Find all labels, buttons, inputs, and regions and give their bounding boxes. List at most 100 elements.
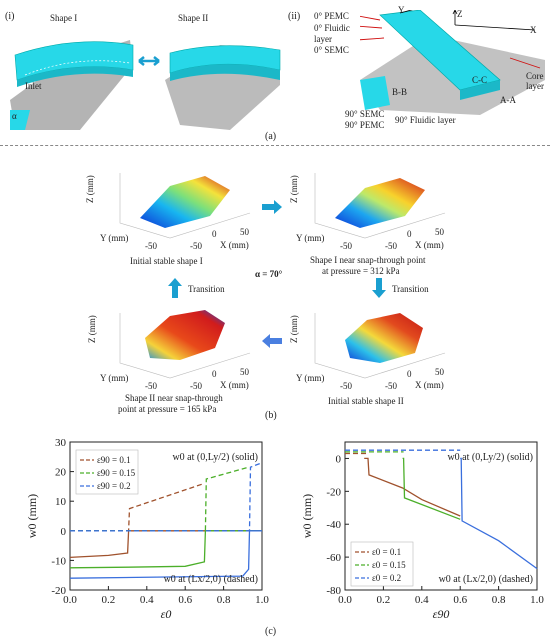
alpha-label: α	[12, 111, 17, 121]
x-tick-label: 0.2	[102, 594, 116, 606]
surface-plot-br	[314, 313, 446, 379]
alpha-value: α = 70°	[255, 269, 283, 279]
layer-label: 90° Fluidic layer	[395, 115, 456, 125]
z-axis-label: Z (mm)	[85, 175, 95, 203]
divider	[0, 145, 550, 146]
label-i: (i)	[5, 11, 15, 22]
chart-right: -80 -60 -40 -20 0 0.0 0.2 0.4 0.6 0.8 1.0 w0 (mm) ε9…	[300, 441, 544, 620]
legend-label: ε0 = 0.15	[372, 560, 406, 570]
axis-x-label: X	[530, 25, 537, 35]
label-ii: (ii)	[288, 11, 301, 22]
x-axis-label: X (mm)	[220, 380, 249, 390]
tick-label: 50	[435, 227, 444, 237]
double-arrow-icon	[138, 56, 160, 66]
caption-br: Initial stable shape II	[328, 396, 404, 406]
legend-label: ε90 = 0.2	[97, 481, 131, 491]
arrow-right-icon	[262, 200, 282, 214]
y-axis-label: Y (mm)	[100, 373, 129, 383]
y-tick-label: 10	[55, 496, 67, 508]
annotation-solid: w0 at (0,Ly/2) (solid)	[447, 452, 533, 463]
transition-label: Transition	[392, 284, 429, 294]
x-tick-label: 0.6	[178, 594, 192, 606]
plot-frame	[69, 441, 263, 591]
x-tick-label: 1.0	[255, 594, 269, 606]
arrow-down-icon	[372, 278, 386, 298]
z-axis-label: Z (mm)	[87, 315, 97, 343]
x-tick-label: 0.4	[140, 594, 154, 606]
section-cc-label: C-C	[472, 75, 488, 85]
annotation-dashed: w0 at (Lx/2,0) (dashed)	[164, 574, 258, 585]
panel-b: Z (mm) Y (mm) X (mm) -50 0 -50 50 Initia…	[0, 148, 550, 421]
x-axis-label: ε0	[161, 607, 172, 620]
tick-label: 0	[212, 369, 217, 379]
caption-tr: Shape I near snap-through point	[310, 255, 426, 265]
section-aa-label: A-A	[500, 95, 516, 105]
y-tick-label: -80	[326, 585, 341, 597]
caption-bl: Shape II near snap-through	[125, 393, 223, 403]
surface-plot-bl	[119, 310, 251, 379]
plot-frame	[344, 441, 538, 591]
tick-label: -50	[145, 381, 157, 391]
x-tick-label: 0.2	[377, 594, 391, 606]
tick-label: 50	[240, 367, 249, 377]
legend-label: ε90 = 0.1	[97, 455, 131, 465]
x-axis-label: X (mm)	[220, 240, 249, 250]
core-layer-label: layer	[526, 81, 544, 91]
y-axis-label: Y (mm)	[296, 373, 325, 383]
y-axis-label: Y (mm)	[100, 233, 129, 243]
x-tick-label: 0.4	[415, 594, 429, 606]
layer-label: 90° PEMC	[345, 120, 385, 130]
caption-tr: at pressure = 312 kPa	[322, 266, 400, 276]
series-line	[460, 457, 538, 570]
annotation-solid: w0 at (0,Ly/2) (solid)	[172, 452, 258, 463]
tick-label: 0	[212, 229, 217, 239]
annotation-dashed: w0 at (Lx/2,0) (dashed)	[439, 574, 533, 585]
layer-label: 90° SEMC	[345, 109, 385, 119]
tick-label: -50	[385, 241, 397, 251]
series-line	[402, 457, 461, 520]
series-line	[69, 530, 262, 559]
tick-label: -50	[340, 381, 352, 391]
series-line	[70, 482, 205, 532]
y-tick-label: -20	[326, 486, 341, 498]
axis-z-label: Z	[457, 9, 463, 19]
surface-plot-tl	[119, 173, 251, 239]
tick-label: 50	[240, 227, 249, 237]
legend-label: ε0 = 0.1	[372, 547, 401, 557]
surface-plot-tr	[314, 173, 446, 239]
series-line	[69, 530, 262, 569]
inlet-label: Inlet	[25, 81, 42, 91]
x-tick-label: 1.0	[530, 594, 544, 606]
core-layer-label: Core	[526, 71, 544, 81]
tick-label: 0	[407, 229, 412, 239]
chart-left: -20 -10 0 10 20 30 0.0 0.2 0.4 0.6 0.8 1.0 w0 (mm) ε0…	[25, 437, 269, 620]
legend-label: ε90 = 0.15	[97, 468, 136, 478]
tick-label: -50	[340, 241, 352, 251]
y-tick-label: -20	[51, 585, 66, 597]
panel-c-caption: (c)	[265, 626, 277, 637]
tick-label: 0	[407, 369, 412, 379]
layer-label: 0° Fluidic	[314, 23, 350, 33]
panel-a: (i) Shape I Shape II Inlet α (ii) 0° PEM…	[0, 0, 550, 145]
tick-label: -50	[190, 381, 202, 391]
tick-label: -50	[145, 241, 157, 251]
legend-box	[75, 449, 139, 495]
x-tick-label: 0.6	[453, 594, 467, 606]
tick-label: -50	[190, 241, 202, 251]
arrow-left-icon	[262, 334, 282, 348]
x-axis-label: X (mm)	[415, 380, 444, 390]
x-axis-label: X (mm)	[415, 240, 444, 250]
z-axis-label: Z (mm)	[289, 315, 299, 343]
z-axis-label: Z (mm)	[289, 175, 299, 203]
y-tick-label: -10	[51, 555, 66, 567]
tick-label: -50	[385, 381, 397, 391]
tick-label: 50	[435, 367, 444, 377]
shape-2-label: Shape II	[178, 13, 209, 23]
y-tick-label: -60	[326, 552, 341, 564]
legend-box	[350, 541, 414, 587]
y-axis-label: w0 (mm)	[25, 494, 39, 538]
layer-label: 0° PEMC	[314, 11, 349, 21]
caption-tl: Initial stable shape I	[130, 256, 203, 266]
y-tick-label: -40	[326, 519, 341, 531]
layer-label: 0° SEMC	[314, 45, 349, 55]
